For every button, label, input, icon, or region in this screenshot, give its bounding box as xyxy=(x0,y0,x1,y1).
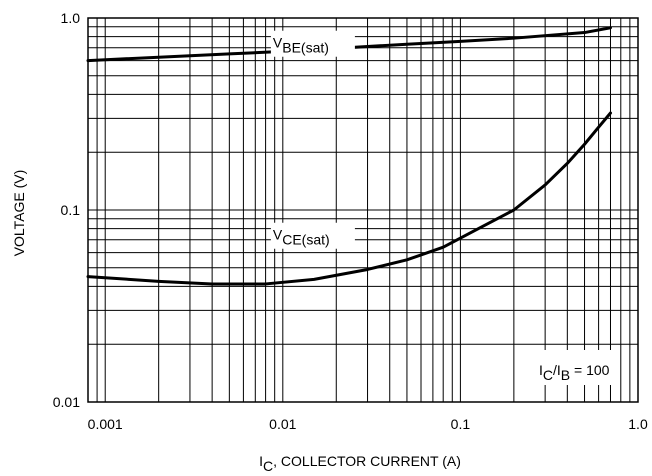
y-axis-title: VOLTAGE (V) xyxy=(11,170,27,257)
series-line-0 xyxy=(86,26,612,63)
x-axis-title: IC, COLLECTOR CURRENT (A) xyxy=(259,453,461,474)
x-tick-label: 1.0 xyxy=(628,416,648,432)
plot-frame xyxy=(87,17,639,403)
y-tick-label: 1.0 xyxy=(61,10,81,26)
series-line-1 xyxy=(86,111,612,286)
y-tick-label: 0.01 xyxy=(53,394,80,410)
y-tick-label: 0.1 xyxy=(61,202,81,218)
x-tick-label: 0.1 xyxy=(451,416,471,432)
x-tick-label: 0.01 xyxy=(269,416,296,432)
grid xyxy=(87,17,639,403)
series-label-1: VCE(sat) xyxy=(273,227,330,248)
x-tick-label: 0.001 xyxy=(88,416,123,432)
tick-labels: 0.001 0.01 0.1 1.0 0.01 0.1 1.0 xyxy=(53,10,648,432)
series-label-0: VBE(sat) xyxy=(273,35,329,56)
curves: VBE(sat) VCE(sat) xyxy=(86,26,612,286)
series-label-bg-0 xyxy=(270,30,355,57)
annotation-text: IC/IB = 100 xyxy=(539,362,610,383)
series-label-bg-1 xyxy=(270,222,355,249)
annotation-box xyxy=(535,350,619,385)
